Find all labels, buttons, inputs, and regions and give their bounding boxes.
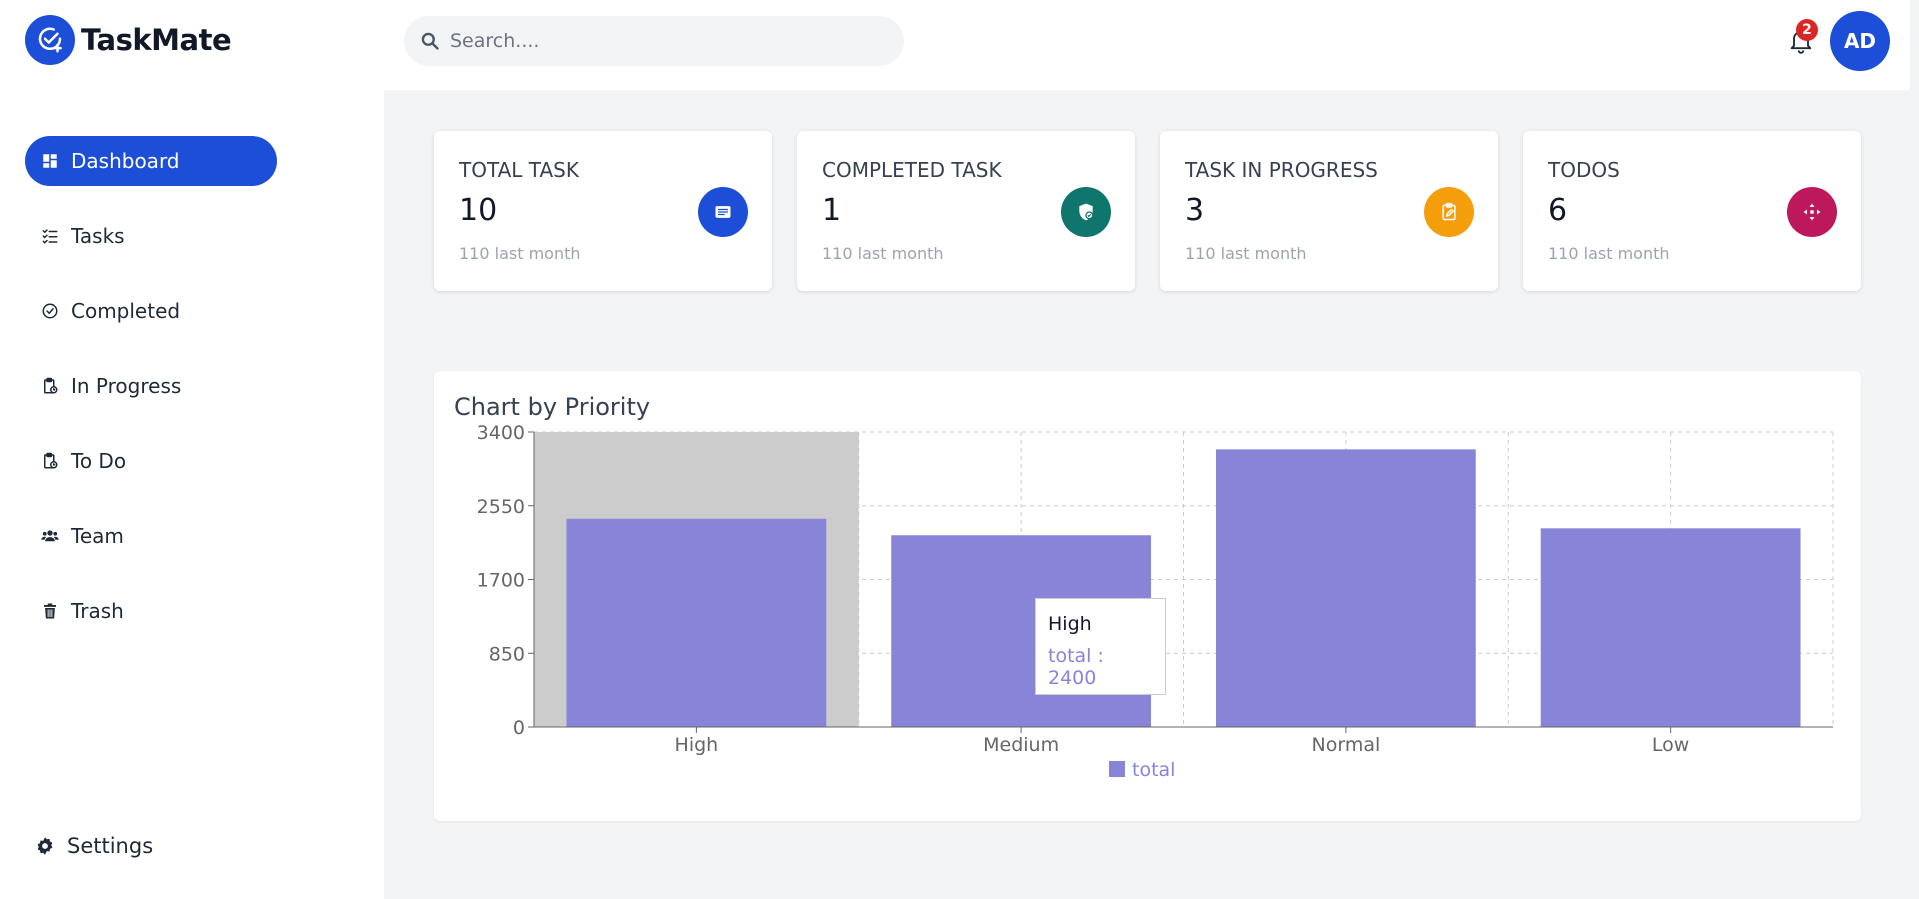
note-icon xyxy=(698,187,748,237)
tooltip-value: total : 2400 xyxy=(1048,645,1104,689)
x-tick-label: Low xyxy=(1652,734,1689,756)
stat-value: 1 xyxy=(822,193,842,228)
stat-label: TASK IN PROGRESS xyxy=(1185,158,1378,182)
stat-value: 6 xyxy=(1548,193,1568,228)
avatar[interactable]: AD xyxy=(1830,11,1890,71)
bar-high[interactable] xyxy=(566,518,827,727)
trash-icon xyxy=(44,603,56,619)
sidebar-item-trash[interactable]: Trash xyxy=(25,586,277,636)
sidebar-item-to-do[interactable]: To Do xyxy=(25,436,277,486)
x-tick-label: High xyxy=(675,734,719,756)
sidebar-item-settings[interactable]: Settings xyxy=(35,834,153,858)
sidebar-item-label: Team xyxy=(71,524,124,548)
settings-label: Settings xyxy=(67,834,154,858)
app-name: TaskMate xyxy=(81,23,232,57)
y-tick-label: 0 xyxy=(513,717,525,739)
chart-title: Chart by Priority xyxy=(454,393,651,421)
sidebar-nav: Dashboard Tasks Completed In Progress To… xyxy=(25,136,277,661)
stat-value: 3 xyxy=(1185,193,1205,228)
y-tick-label: 2550 xyxy=(477,496,525,518)
logo[interactable]: TaskMate xyxy=(25,15,232,65)
sidebar-item-label: In Progress xyxy=(71,374,182,398)
chart-tooltip: High total : 2400 xyxy=(1035,598,1166,695)
notification-badge: 2 xyxy=(1796,19,1818,41)
top-header: 2 AD xyxy=(384,0,1910,90)
y-tick-label: 1700 xyxy=(477,570,525,592)
x-tick-label: Normal xyxy=(1312,734,1381,756)
bar-low[interactable] xyxy=(1540,528,1801,727)
chart-card: Chart by Priority 0 850 1700 2550 3400 High Me… xyxy=(434,371,1861,821)
y-tick-label: 850 xyxy=(489,643,525,665)
sidebar-item-label: To Do xyxy=(71,449,127,473)
stat-sub: 110 last month xyxy=(459,244,581,263)
sidebar-item-tasks[interactable]: Tasks xyxy=(25,211,277,261)
stat-card-total-task: TOTAL TASK 10 110 last month xyxy=(434,131,772,291)
users-icon xyxy=(41,530,59,542)
search-bar xyxy=(404,16,904,66)
logo-check-icon xyxy=(25,15,75,65)
stat-card-todos: TODOS 6 110 last month xyxy=(1523,131,1861,291)
dashboard-icon xyxy=(43,154,57,168)
sidebar-item-team[interactable]: Team xyxy=(25,511,277,561)
stat-card-task-in-progress: TASK IN PROGRESS 3 110 last month xyxy=(1160,131,1498,291)
tooltip-label: High xyxy=(1048,613,1092,635)
stat-card-completed-task: COMPLETED TASK 1 110 last month xyxy=(797,131,1135,291)
search-icon xyxy=(421,32,439,50)
clipboard-edit-icon xyxy=(1424,187,1474,237)
sidebar-item-completed[interactable]: Completed xyxy=(25,286,277,336)
y-tick-label: 3400 xyxy=(477,422,525,444)
stat-sub: 110 last month xyxy=(1548,244,1670,263)
priority-bar-chart[interactable]: 0 850 1700 2550 3400 High Medium Normal Low total xyxy=(434,371,1861,821)
bar-normal[interactable] xyxy=(1215,449,1476,727)
search-input[interactable] xyxy=(450,30,880,52)
legend-label: total xyxy=(1132,759,1175,781)
shield-check-icon xyxy=(1061,187,1111,237)
list-check-icon xyxy=(42,229,58,244)
sidebar-item-label: Dashboard xyxy=(71,149,180,173)
sidebar-item-label: Trash xyxy=(71,599,124,623)
sidebar-item-label: Completed xyxy=(71,299,181,323)
check-circle-icon xyxy=(42,303,58,319)
legend-swatch xyxy=(1109,761,1125,777)
sidebar-item-label: Tasks xyxy=(71,224,125,248)
stat-sub: 110 last month xyxy=(822,244,944,263)
sidebar: TaskMate Dashboard Tasks Completed In Pr… xyxy=(0,0,384,899)
x-tick-label: Medium xyxy=(983,734,1059,756)
arrows-icon xyxy=(1787,187,1837,237)
sidebar-item-in-progress[interactable]: In Progress xyxy=(25,361,277,411)
sidebar-item-dashboard[interactable]: Dashboard xyxy=(25,136,277,186)
stat-label: TOTAL TASK xyxy=(459,158,579,182)
gear-icon xyxy=(37,837,53,855)
clipboard-clock-icon xyxy=(44,377,58,394)
stat-label: TODOS xyxy=(1548,158,1620,182)
stat-value: 10 xyxy=(459,193,498,228)
stat-sub: 110 last month xyxy=(1185,244,1307,263)
stat-label: COMPLETED TASK xyxy=(822,158,1002,182)
clipboard-clock-icon xyxy=(44,452,58,469)
